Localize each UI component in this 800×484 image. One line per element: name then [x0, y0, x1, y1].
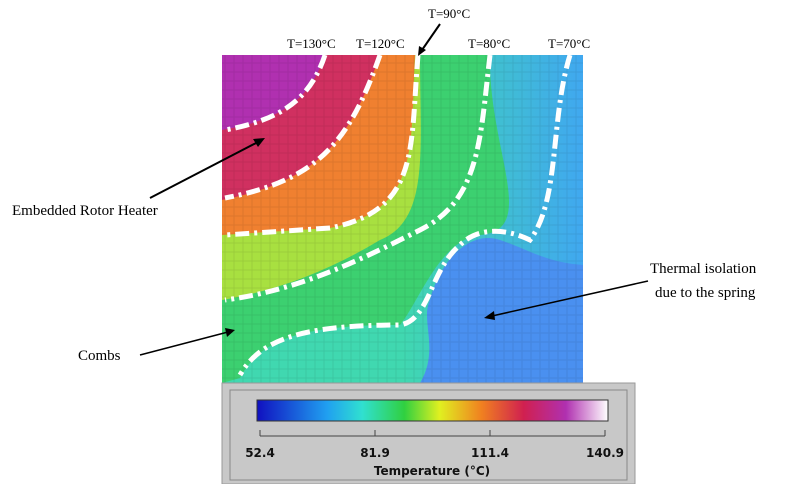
colorbar: Temperature (°C) 52.4 81.9 111.4 140.9 — [221, 382, 636, 484]
isotherm-label: T=70°C — [548, 36, 590, 51]
annotation: Combs — [78, 348, 121, 364]
colorbar-tick-label: 140.9 — [586, 446, 624, 460]
isotherm-label: T=80°C — [468, 36, 510, 51]
arrow — [491, 280, 649, 317]
arrow — [421, 23, 441, 51]
isotherm-label: T=130°C — [287, 36, 336, 51]
colorbar-tick-label: 81.9 — [360, 446, 390, 460]
arrow-head — [484, 311, 495, 320]
colorbar-frame — [229, 389, 628, 481]
arrow-head — [418, 46, 426, 56]
colorbar-gradient — [256, 399, 609, 422]
arrow-head — [225, 328, 235, 337]
annotation: due to the spring — [655, 285, 756, 301]
isotherm-labels: T=130°C T=120°C T=90°C T=80°C T=70°C — [287, 6, 590, 56]
thermal-image — [222, 54, 583, 383]
colorbar-tick-label: 52.4 — [245, 446, 275, 460]
isotherm-label: T=120°C — [356, 36, 405, 51]
arrow — [139, 331, 229, 356]
arrow — [149, 141, 259, 199]
annotation: Thermal isolation — [650, 261, 757, 277]
colorbar-label: Temperature (°C) — [374, 464, 490, 478]
arrow-head — [253, 138, 265, 147]
isotherm-label: T=90°C — [428, 6, 470, 21]
annotations: Embedded Rotor Heater Combs Thermal isol… — [12, 138, 757, 364]
annotation: Embedded Rotor Heater — [12, 203, 158, 219]
colorbar-tick-label: 111.4 — [471, 446, 509, 460]
